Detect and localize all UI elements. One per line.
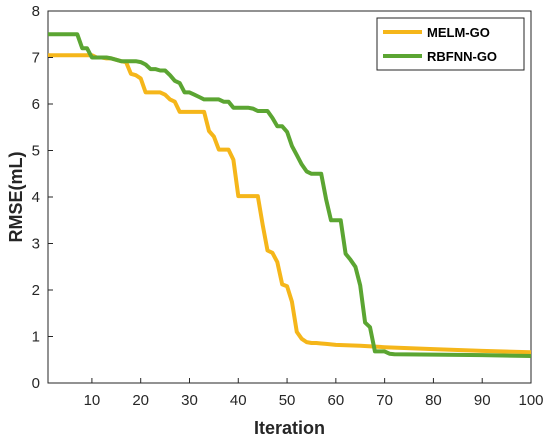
x-tick-label: 100: [518, 392, 543, 409]
x-tick-label: 60: [328, 392, 345, 409]
y-tick-label: 8: [32, 3, 40, 20]
tick-layer: 10 20 30 40 50 60 70 80 90 100 0 1 2 3 4 5 6 7 8: [32, 3, 544, 409]
series-line-rbfnn-go: [48, 32, 532, 358]
x-tick-label: 10: [84, 392, 101, 409]
y-tick-label: 3: [32, 236, 40, 253]
legend-label-melm-go: MELM-GO: [427, 25, 490, 40]
x-tick-label: 80: [425, 392, 442, 409]
x-axis-label: Iteration: [254, 418, 325, 438]
y-tick-label: 7: [32, 50, 40, 67]
y-tick-label: 2: [32, 282, 40, 299]
y-axis-label: RMSE(mL): [6, 152, 26, 243]
x-tick-label: 20: [132, 392, 149, 409]
x-tick-label: 40: [230, 392, 247, 409]
legend: MELM-GO RBFNN-GO: [376, 17, 525, 71]
x-tick-label: 70: [376, 392, 393, 409]
series-line-melm-go: [48, 53, 532, 355]
series-layer: [48, 32, 532, 358]
x-tick-label: 90: [474, 392, 491, 409]
y-tick-label: 4: [32, 189, 40, 206]
y-tick-label: 0: [32, 375, 40, 392]
y-tick-label: 6: [32, 96, 40, 113]
y-tick-label: 5: [32, 143, 40, 160]
legend-label-rbfnn-go: RBFNN-GO: [427, 49, 497, 64]
x-tick-label: 50: [279, 392, 296, 409]
legend-box: [376, 17, 525, 71]
y-tick-label: 1: [32, 329, 40, 346]
x-tick-label: 30: [181, 392, 198, 409]
